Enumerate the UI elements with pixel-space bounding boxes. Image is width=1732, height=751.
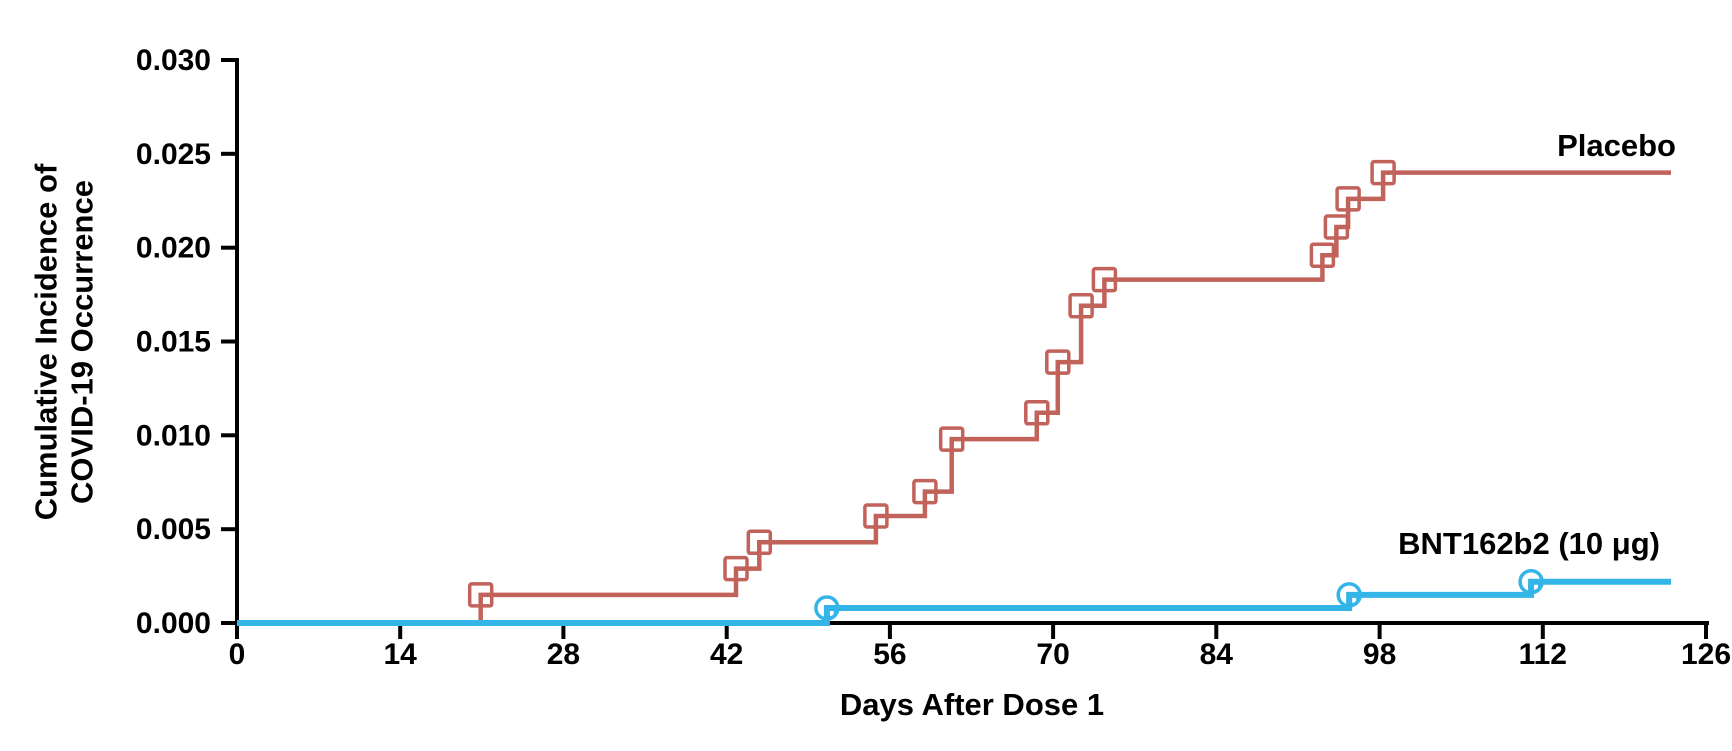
x-tick-label: 0 <box>229 638 246 671</box>
y-tick-label: 0.005 <box>136 513 211 546</box>
y-tick-label: 0.000 <box>136 607 211 640</box>
x-tick-label: 84 <box>1200 638 1234 671</box>
placebo-event-marker-inner <box>1034 410 1050 426</box>
x-tick-label: 28 <box>547 638 580 671</box>
x-axis-title: Days After Dose 1 <box>839 687 1105 722</box>
y-tick-label: 0.030 <box>136 44 211 77</box>
bnt162b2-series-label: BNT162b2 (10 μg) <box>1398 526 1660 561</box>
placebo-event-marker-inner <box>1102 277 1117 293</box>
y-axis-title-line1: Cumulative Incidence of <box>28 163 64 521</box>
y-tick-label: 0.010 <box>136 419 211 452</box>
y-tick-label: 0.025 <box>136 138 211 171</box>
bnt162b2-event-marker-inner <box>823 606 837 619</box>
bnt162b2-curve <box>237 578 1671 626</box>
placebo-event-marker-inner <box>1334 225 1349 240</box>
placebo-event-marker-inner <box>478 592 494 608</box>
placebo-event-marker-inner <box>1320 253 1335 268</box>
x-tick-label: 98 <box>1363 638 1396 671</box>
placebo-event-marker-inner <box>1079 303 1094 319</box>
placebo-event-marker-inner <box>734 566 749 582</box>
placebo-event-marker-inner <box>873 514 889 529</box>
y-axis-title: Cumulative Incidence of COVID-19 Occurre… <box>28 164 99 521</box>
x-tick-label: 56 <box>873 638 906 671</box>
placebo-event-marker-inner <box>757 540 772 555</box>
placebo-event-marker-inner <box>922 489 938 505</box>
x-tick-label: 126 <box>1681 638 1731 671</box>
y-tick-label: 0.015 <box>136 326 211 359</box>
bnt162b2-event-marker <box>814 595 840 621</box>
bnt162b2-event-marker <box>1518 568 1544 595</box>
placebo-event-marker-inner <box>1055 360 1071 375</box>
placebo-event-marker-inner <box>949 437 965 452</box>
y-axis-title-line2: COVID-19 Occurrence <box>64 180 99 504</box>
x-tick-label: 42 <box>710 638 743 671</box>
bnt162b2-event-marker-inner <box>1346 592 1360 606</box>
x-tick-label: 14 <box>384 638 418 671</box>
x-tick-label: 70 <box>1036 638 1069 671</box>
y-tick-label: 0.020 <box>136 232 211 265</box>
placebo-series-label: Placebo <box>1557 128 1676 163</box>
bnt162b2-event-marker-inner <box>1528 579 1542 593</box>
placebo-event-marker-inner <box>1381 170 1396 186</box>
bnt162b2-event-marker <box>1336 582 1362 608</box>
x-tick-label: 112 <box>1519 638 1567 671</box>
placebo-event-marker-inner <box>1346 196 1361 212</box>
